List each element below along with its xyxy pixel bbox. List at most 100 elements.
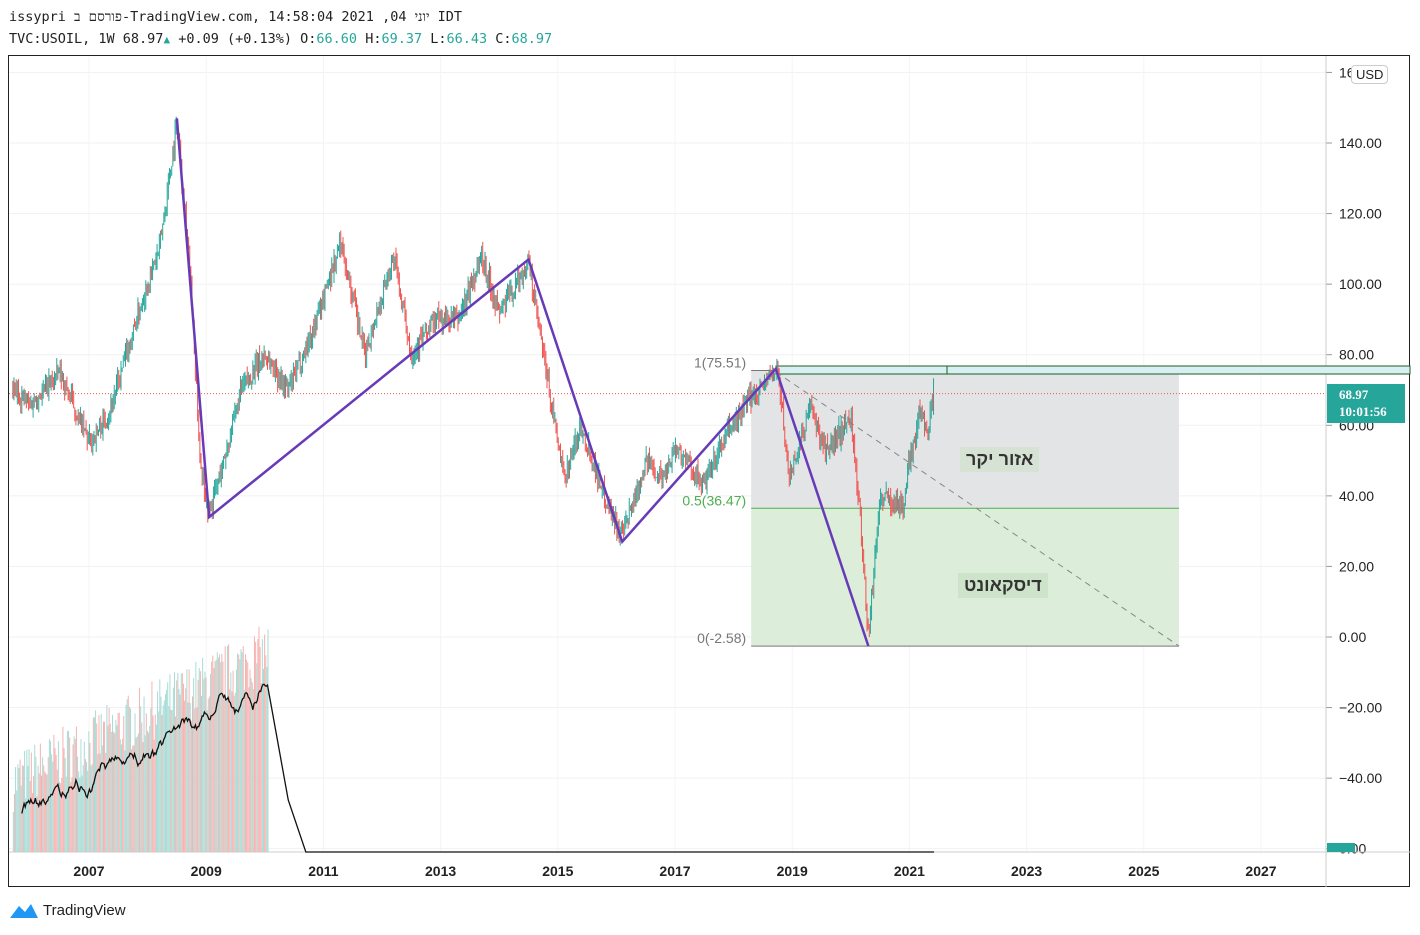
premium-zone-label[interactable]: אזור יקר [960, 447, 1040, 472]
price-tick: 80.00 [1339, 347, 1374, 363]
volume-bar [204, 671, 206, 852]
volume-bar [54, 748, 56, 852]
volume-bar [260, 683, 262, 852]
volume-bar [47, 757, 49, 852]
volume-bar [179, 694, 181, 852]
volume-bar [192, 696, 194, 852]
time-tick: 2025 [1128, 863, 1159, 879]
volume-bar [66, 731, 68, 852]
volume-bar [132, 746, 134, 852]
symbol-info: TVC:USOIL, 1W 68.97▲ +0.09 (+0.13%) O:66… [9, 31, 552, 47]
volume-bar [199, 671, 201, 852]
cloud-icon [10, 904, 38, 918]
volume-bar [264, 634, 266, 852]
volume-bar [122, 738, 124, 852]
volume-bar [113, 731, 115, 852]
volume-bar [257, 639, 259, 852]
trend-dashed-line [775, 371, 1180, 647]
volume-bar [45, 773, 47, 852]
volume-bar [206, 710, 208, 852]
volume-bar [247, 662, 249, 852]
volume-bar [127, 695, 129, 852]
volume-bar [13, 794, 15, 852]
volume-bar [82, 764, 84, 852]
volume-bar [246, 659, 248, 852]
volume-bar [249, 669, 251, 852]
volume-bar [239, 659, 241, 852]
volume-bar [154, 714, 156, 852]
volume-bar [52, 761, 54, 852]
volume-bar [90, 765, 92, 852]
volume-bar [139, 687, 141, 852]
chart-frame[interactable] [8, 55, 1410, 887]
volume-bar [99, 753, 101, 852]
volume-bar [171, 710, 173, 852]
time-tick: 2023 [1011, 863, 1042, 879]
volume-bar [177, 672, 179, 852]
discount-zone-label[interactable]: דיסקאונט [958, 573, 1048, 598]
volume-bar [157, 691, 159, 852]
volume-bar [93, 717, 95, 852]
volume-bar [42, 757, 44, 852]
time-tick: 2027 [1245, 863, 1276, 879]
volume-bar [110, 731, 112, 852]
current-price: 68.97 [1339, 387, 1369, 402]
volume-bar [220, 662, 222, 852]
volume-bar [119, 739, 121, 852]
volume-bar [224, 646, 226, 852]
volume-bar [176, 680, 178, 852]
volume-bar [136, 736, 138, 852]
volume-bar [226, 645, 228, 852]
volume-bar [261, 639, 263, 852]
low-value: 66.43 [446, 31, 488, 47]
volume-bar [43, 765, 45, 852]
volume-bar [259, 647, 261, 852]
volume-bar [33, 775, 35, 852]
volume-bar [181, 673, 183, 852]
time-tick: 2015 [542, 863, 573, 879]
volume-bar [19, 759, 21, 852]
volume-bar [214, 661, 216, 852]
volume-bar [185, 688, 187, 852]
price-tick: −40.00 [1339, 770, 1382, 786]
volume-bar [71, 777, 73, 852]
volume-bar [238, 654, 240, 852]
volume-bar [211, 661, 213, 852]
time-tick: 2009 [191, 863, 222, 879]
volume-bar [123, 715, 125, 852]
currency-button[interactable]: USD [1351, 65, 1389, 84]
volume-bar [201, 695, 203, 852]
volume-bar [166, 689, 168, 852]
volume-bar [44, 771, 46, 852]
volume-bar [126, 699, 128, 852]
volume-bar [219, 654, 221, 852]
volume-bar [205, 677, 207, 852]
volume-bar [250, 678, 252, 852]
volume-bar [230, 672, 232, 852]
time-tick: 2013 [425, 863, 456, 879]
time-tick: 2021 [894, 863, 925, 879]
volume-bar [140, 706, 142, 852]
time-tick: 2017 [659, 863, 690, 879]
volume-bar [70, 781, 72, 852]
volume-bar [80, 739, 82, 852]
volume-bar [252, 689, 254, 852]
volume-bar [256, 663, 258, 852]
volume-bar [231, 691, 233, 852]
volume-bar [107, 725, 109, 852]
volume-bar [137, 733, 139, 852]
volume-bar [162, 705, 164, 852]
volume-bar [133, 745, 135, 852]
change: +0.09 (+0.13%) [178, 31, 292, 47]
volume-bar [173, 672, 175, 852]
symbol-price: TVC:USOIL, 1W 68.97 [9, 31, 164, 47]
volume-bar [217, 657, 219, 852]
volume-bar [109, 723, 111, 852]
volume-bar [228, 644, 230, 852]
volume-bar [38, 773, 40, 852]
volume-bar [72, 744, 74, 852]
l-label: L: [430, 31, 447, 47]
tradingview-logo[interactable]: TradingView [8, 900, 126, 920]
volume-bar [97, 753, 99, 852]
